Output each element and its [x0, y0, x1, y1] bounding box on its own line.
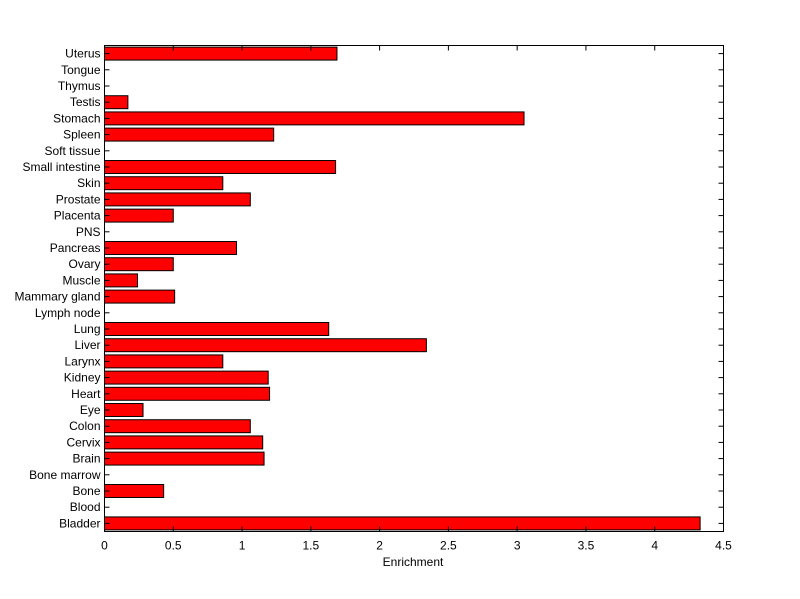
plot-area	[104, 45, 724, 532]
y-tick-label: Placenta	[54, 209, 101, 223]
y-tick-label: Lung	[74, 322, 101, 336]
y-tick-label: Liver	[74, 338, 100, 352]
y-tick-label: Kidney	[64, 371, 101, 385]
x-tick-label: 1.5	[302, 539, 319, 553]
y-tick-label: Bone marrow	[29, 468, 101, 482]
bar-larynx	[104, 354, 224, 369]
y-tick-label: Spleen	[63, 128, 100, 142]
y-tick-label: Lymph node	[35, 306, 101, 320]
bar-skin	[104, 176, 224, 191]
y-tick-label: PNS	[76, 225, 101, 239]
y-tick-label: Thymus	[58, 79, 101, 93]
bar-liver	[104, 338, 427, 353]
y-tick-label: Uterus	[65, 47, 100, 61]
bar-colon	[104, 419, 251, 434]
bar-uterus	[104, 46, 338, 61]
bar-pancreas	[104, 241, 238, 255]
y-tick-label: Brain	[72, 452, 100, 466]
bar-bladder	[104, 516, 701, 531]
bar-cervix	[104, 435, 264, 450]
bar-prostate	[104, 192, 251, 207]
y-tick-label: Mammary gland	[14, 290, 100, 304]
bar-small-intestine	[104, 160, 337, 174]
y-tick-label: Pancreas	[50, 241, 101, 255]
y-tick-label: Testis	[70, 95, 101, 109]
bars-group	[104, 46, 701, 531]
bar-kidney	[104, 370, 269, 385]
bar-eye	[104, 403, 144, 417]
bar-stomach	[104, 111, 525, 126]
y-tick-label: Prostate	[56, 192, 101, 206]
bar-brain	[104, 451, 265, 466]
x-tick-label: 0	[101, 539, 108, 553]
x-tick-label: 4	[651, 539, 658, 553]
y-tick-label: Muscle	[62, 273, 100, 287]
bar-mammary-gland	[104, 289, 176, 304]
bar-bone	[104, 484, 165, 498]
y-tick-label: Cervix	[66, 435, 100, 449]
y-tick-label: Larynx	[64, 354, 100, 368]
y-tick-label: Stomach	[53, 111, 100, 125]
x-tick-label: 3.5	[578, 539, 595, 553]
x-tick-label: 2	[376, 539, 383, 553]
y-tick-label: Colon	[69, 419, 100, 433]
x-tick-label: 4.5	[715, 539, 732, 553]
x-tick-label: 3	[514, 539, 521, 553]
bar-ovary	[104, 257, 174, 272]
bar-placenta	[104, 208, 174, 223]
y-tick-label: Bladder	[59, 516, 100, 530]
y-tick-label: Eye	[80, 403, 101, 417]
y-tick-label: Soft tissue	[44, 144, 100, 158]
y-tick-label: Tongue	[61, 63, 101, 77]
y-axis-ticks: Bladder Blood Bone Bone marrow Brain Cervix Co…	[14, 47, 724, 530]
bar-spleen	[104, 127, 275, 142]
y-tick-label: Heart	[71, 387, 101, 401]
y-tick-label: Small intestine	[22, 160, 100, 174]
y-tick-label: Skin	[77, 176, 100, 190]
bar-heart	[104, 386, 271, 401]
x-tick-label: 1	[239, 539, 246, 553]
bar-lung	[104, 322, 330, 336]
x-axis-ticks: 0 0.5 1 1.5 2 2.5 3 3.5 4 4.5	[101, 45, 732, 553]
x-tick-label: 0.5	[165, 539, 182, 553]
y-tick-label: Bone	[72, 484, 100, 498]
y-tick-label: Blood	[70, 500, 101, 514]
x-axis-label: Enrichment	[383, 555, 444, 569]
y-tick-label: Ovary	[68, 257, 100, 271]
x-tick-label: 2.5	[440, 539, 457, 553]
